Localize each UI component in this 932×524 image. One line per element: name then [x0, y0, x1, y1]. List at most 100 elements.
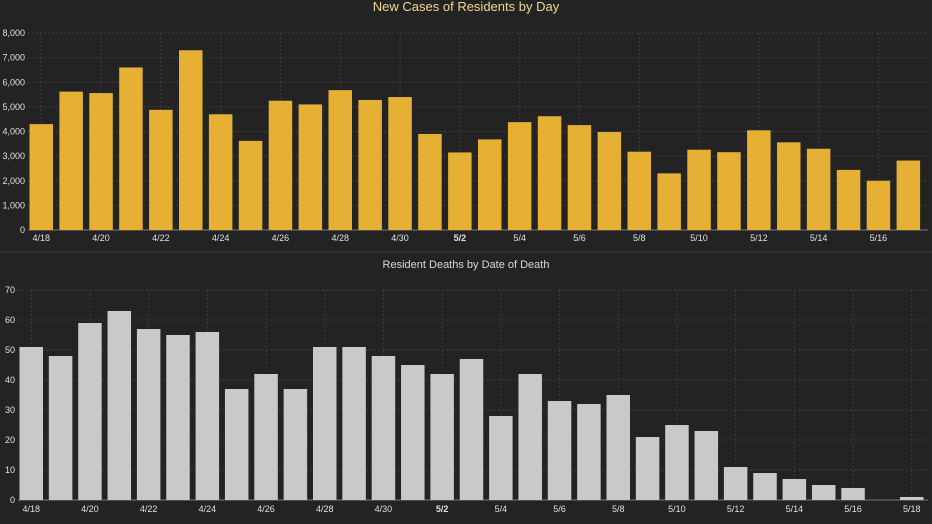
resident-deaths-x-tick-label: 5/10: [668, 504, 686, 514]
new-cases-x-tick-label: 4/28: [331, 233, 349, 243]
new-cases-bar: [208, 114, 233, 230]
new-cases-x-tick-label: 4/30: [391, 233, 409, 243]
new-cases-bar: [149, 109, 173, 230]
resident-deaths-bar: [900, 497, 924, 500]
new-cases-x-tick-label: 5/12: [750, 233, 768, 243]
resident-deaths-bar: [19, 347, 43, 500]
resident-deaths-bar: [48, 356, 73, 500]
new-cases-bar: [597, 131, 622, 230]
resident-deaths-bar: [401, 365, 425, 500]
new-cases-y-tick-label: 6,000: [2, 77, 25, 87]
resident-deaths-x-tick-label: 5/6: [553, 504, 566, 514]
new-cases-x-tick-label: 4/22: [152, 233, 170, 243]
new-cases-bar: [358, 99, 382, 230]
new-cases-bars: [29, 50, 921, 231]
resident-deaths-x-tick-label: 5/8: [612, 504, 625, 514]
resident-deaths-bar: [665, 425, 689, 500]
resident-deaths-y-tick-label: 30: [5, 405, 15, 415]
resident-deaths-x-tick-label: 5/12: [727, 504, 745, 514]
new-cases-bar: [866, 180, 891, 230]
new-cases-y-tick-label: 4,000: [2, 127, 25, 137]
resident-deaths-bar: [489, 416, 513, 500]
resident-deaths-bar: [313, 347, 337, 500]
resident-deaths-y-tick-label: 70: [5, 285, 15, 295]
resident-deaths-bar: [371, 356, 396, 500]
new-cases-x-tick-label: 4/26: [272, 233, 290, 243]
new-cases-bar: [238, 140, 263, 230]
resident-deaths-x-tick-label: 4/20: [81, 504, 99, 514]
resident-deaths-y-tick-label: 0: [10, 495, 15, 505]
new-cases-x-tick-label: 5/2: [454, 233, 467, 243]
resident-deaths-bar: [723, 467, 748, 500]
new-cases-bar: [29, 124, 53, 230]
resident-deaths-x-tick-label: 4/24: [199, 504, 217, 514]
resident-deaths-bar: [518, 374, 542, 500]
resident-deaths-bar: [635, 437, 660, 500]
new-cases-x-tick-label: 5/8: [633, 233, 646, 243]
new-cases-bar: [896, 160, 921, 230]
new-cases-x-tick-label: 5/4: [513, 233, 526, 243]
resident-deaths-y-tick-label: 60: [5, 315, 15, 325]
resident-deaths-x-tick-label: 4/18: [22, 504, 40, 514]
new-cases-x-tick-label: 5/10: [690, 233, 708, 243]
resident-deaths-x-tick-label: 5/14: [786, 504, 804, 514]
resident-deaths-y-tick-label: 40: [5, 375, 15, 385]
new-cases-bar: [836, 169, 861, 230]
new-cases-bar: [298, 104, 323, 230]
new-cases-y-tick-label: 0: [20, 225, 25, 235]
resident-deaths-bar: [841, 488, 865, 500]
resident-deaths-bar: [694, 431, 719, 500]
resident-deaths-bar: [459, 359, 484, 500]
new-cases-x-tick-label: 5/6: [573, 233, 586, 243]
resident-deaths-bars: [19, 311, 924, 500]
resident-deaths-bar: [753, 473, 777, 500]
resident-deaths-bar: [606, 395, 630, 500]
new-cases-x-tick-label: 5/16: [870, 233, 888, 243]
new-cases-bar: [418, 133, 442, 230]
new-cases-bar: [89, 93, 113, 231]
resident-deaths-bar: [78, 323, 102, 500]
new-cases-x-axis: 4/18 4/20 4/22 4/24 4/26 4/28 4/30 5/2 5/4 5/6 5/8…: [32, 233, 887, 243]
resident-deaths-x-tick-label: 4/30: [375, 504, 393, 514]
new-cases-y-tick-label: 1,000: [2, 200, 25, 210]
resident-deaths-bar: [577, 404, 601, 500]
resident-deaths-bar: [136, 329, 161, 500]
new-cases-bar: [657, 173, 681, 230]
new-cases-x-tick-label: 4/18: [32, 233, 50, 243]
resident-deaths-x-tick-label: 4/22: [140, 504, 158, 514]
resident-deaths-bar: [107, 311, 132, 500]
resident-deaths-bar: [195, 332, 220, 500]
resident-deaths-chart: Resident Deaths by Date of Death 0 10 20 30…: [5, 259, 928, 514]
resident-deaths-bar: [166, 335, 190, 500]
new-cases-bar: [388, 97, 412, 231]
resident-deaths-y-axis: 0 10 20 30 40 50 60 70: [5, 285, 15, 505]
new-cases-y-tick-label: 8,000: [2, 28, 25, 38]
new-cases-bar: [179, 50, 203, 230]
new-cases-bar: [268, 100, 293, 230]
resident-deaths-x-tick-label: 4/28: [316, 504, 334, 514]
new-cases-bar: [478, 139, 502, 230]
new-cases-x-tick-label: 4/20: [92, 233, 110, 243]
resident-deaths-x-tick-label: 5/4: [495, 504, 508, 514]
new-cases-bar: [747, 130, 771, 230]
new-cases-bar: [806, 148, 831, 230]
resident-deaths-bar: [430, 374, 454, 500]
new-cases-y-tick-label: 2,000: [2, 176, 25, 186]
new-cases-chart-title: New Cases of Residents by Day: [373, 0, 560, 14]
new-cases-x-tick-label: 5/14: [810, 233, 828, 243]
resident-deaths-bar: [224, 389, 249, 500]
resident-deaths-y-tick-label: 10: [5, 465, 15, 475]
new-cases-bar: [717, 152, 741, 230]
resident-deaths-x-tick-label: 5/16: [844, 504, 862, 514]
new-cases-y-tick-label: 3,000: [2, 151, 25, 161]
resident-deaths-bar: [283, 389, 308, 500]
resident-deaths-bar: [811, 485, 836, 500]
new-cases-bar: [119, 67, 143, 230]
new-cases-bar: [777, 142, 801, 230]
resident-deaths-x-tick-label: 4/26: [257, 504, 275, 514]
resident-deaths-x-tick-label: 5/2: [436, 504, 449, 514]
resident-deaths-bar: [254, 374, 278, 500]
new-cases-bar: [567, 125, 592, 230]
